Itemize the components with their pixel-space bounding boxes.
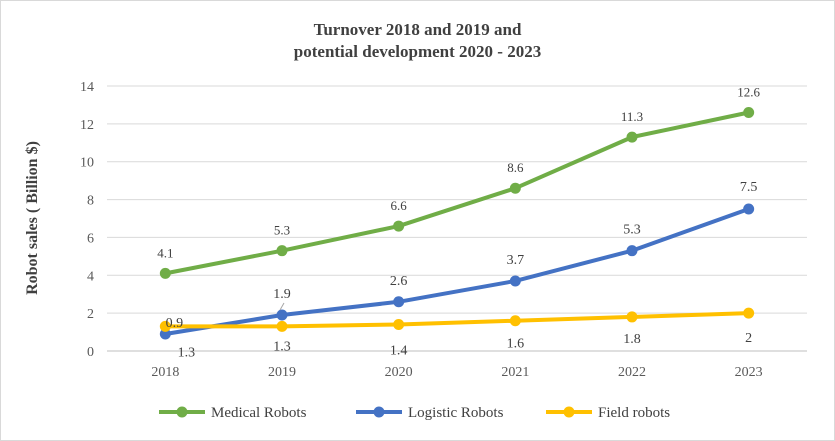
- legend-label-2: Field robots: [598, 405, 670, 421]
- data-point-1-4: [626, 245, 638, 257]
- data-point-1-2: [393, 296, 405, 308]
- y-tick-label-12: 12: [80, 118, 94, 133]
- data-point-1-5: [743, 203, 755, 215]
- legend-marker-1: [373, 406, 385, 418]
- data-label-1-2: 2.6: [390, 274, 408, 289]
- data-point-0-0: [159, 267, 171, 279]
- data-label-1-1: 1.9: [273, 287, 291, 302]
- y-axis-label: Robot sales ( Billion $): [24, 141, 41, 295]
- x-tick-label-2021: 2021: [501, 365, 529, 380]
- x-tick-label-2019: 2019: [268, 365, 296, 380]
- chart-title: Turnover 2018 and 2019 and potential dev…: [1, 19, 834, 63]
- y-tick-label-4: 4: [87, 269, 94, 284]
- data-point-2-2: [393, 319, 405, 330]
- data-point-2-1: [276, 320, 288, 332]
- data-label-2-3: 1.6: [507, 337, 525, 352]
- legend-label-0: Medical Robots: [211, 405, 307, 421]
- chart-title-line-1: Turnover 2018 and 2019 and: [313, 20, 522, 39]
- series-line-1: [163, 207, 751, 336]
- data-point-2-4: [626, 311, 638, 323]
- data-label-0-2: 6.6: [391, 198, 408, 213]
- x-tick-label-2020: 2020: [385, 365, 413, 380]
- data-label-0-5: 12.6: [737, 85, 760, 100]
- x-tick-label-2018: 2018: [151, 365, 179, 380]
- y-tick-label-14: 14: [80, 80, 94, 95]
- data-point-0-3: [509, 182, 521, 194]
- data-label-2-0: 1.3: [178, 345, 196, 360]
- data-label-leader-1-1: [279, 302, 285, 311]
- data-label-0-0: 4.1: [157, 245, 173, 260]
- data-point-1-0: [159, 328, 171, 340]
- data-label-0-4: 11.3: [621, 109, 643, 124]
- data-point-2-3: [509, 315, 521, 327]
- legend-marker-0: [176, 406, 188, 418]
- data-label-2-2: 1.4: [390, 344, 408, 359]
- data-label-1-4: 5.3: [623, 223, 641, 238]
- y-tick-label-8: 8: [87, 194, 94, 209]
- data-label-0-3: 8.6: [507, 160, 524, 175]
- data-label-1-0: 0.9: [166, 316, 184, 331]
- chart-title-line-2: potential development 2020 - 2023: [293, 42, 542, 61]
- data-label-2-1: 1.3: [273, 339, 291, 354]
- data-point-2-5: [743, 307, 755, 319]
- y-tick-label-6: 6: [87, 231, 94, 246]
- data-point-0-2: [393, 220, 405, 232]
- y-tick-label-10: 10: [80, 156, 94, 171]
- legend-marker-2: [563, 406, 575, 418]
- data-label-1-3: 3.7: [507, 253, 525, 268]
- data-label-0-1: 5.3: [274, 223, 290, 238]
- data-point-1-3: [509, 275, 521, 287]
- x-tick-label-2023: 2023: [735, 365, 763, 380]
- data-point-1-1: [276, 309, 288, 321]
- series-line-2: [163, 311, 751, 329]
- data-point-0-5: [743, 107, 755, 118]
- data-point-2-0: [159, 320, 171, 332]
- series-line-0: [163, 110, 751, 276]
- legend-label-1: Logistic Robots: [408, 405, 504, 421]
- data-label-1-5: 7.5: [740, 180, 758, 195]
- data-point-0-4: [626, 131, 638, 143]
- data-label-2-5: 2: [745, 331, 752, 346]
- y-tick-label-2: 2: [87, 307, 94, 322]
- data-label-2-4: 1.8: [623, 332, 641, 347]
- x-tick-label-2022: 2022: [618, 365, 646, 380]
- y-tick-label-0: 0: [87, 345, 94, 360]
- data-point-0-1: [276, 245, 288, 257]
